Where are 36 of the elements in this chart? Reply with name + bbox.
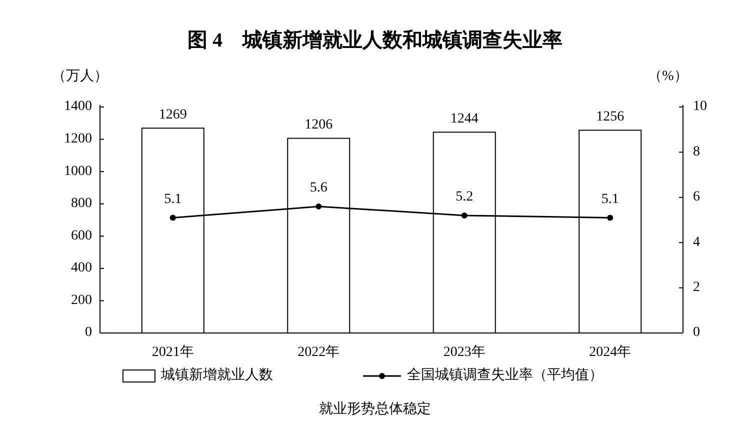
y-axis-title: （万人） — [52, 68, 108, 84]
y-tick-label: 1000 — [64, 164, 92, 179]
x-tick-label: 2021年 — [152, 344, 194, 360]
point — [316, 203, 322, 210]
y2-tick-label: 0 — [693, 325, 700, 340]
y-tick-label: 0 — [85, 325, 92, 340]
y-tick-label: 800 — [71, 196, 92, 212]
y-tick-label: 600 — [71, 228, 92, 244]
point — [170, 214, 176, 221]
chart-title: 图 4 城镇新增就业人数和城镇调查失业率 — [188, 28, 562, 52]
text: 就业形势总体稳定 — [319, 401, 431, 418]
data-label: 5.1 — [601, 192, 619, 207]
data-label: 5.1 — [164, 192, 182, 207]
data-label: 1244 — [450, 111, 478, 126]
legend-label: 全国城镇调查失业率（平均值） — [407, 367, 603, 384]
data-label: 1269 — [158, 107, 187, 122]
x-tick-label: 2022年 — [298, 344, 340, 360]
data-label: 1256 — [596, 109, 624, 124]
y2-tick-label: 10 — [693, 99, 707, 114]
point — [607, 214, 614, 221]
y2-tick-label: 6 — [693, 190, 700, 205]
y-tick-label: 400 — [71, 260, 92, 276]
y2-tick-label: 2 — [693, 280, 700, 296]
y-tick-label: 1400 — [64, 99, 92, 114]
x-tick-label: 2023年 — [443, 344, 486, 360]
y2-tick-label: 8 — [693, 144, 700, 160]
data-label: 5.2 — [456, 190, 474, 205]
data-label: 1206 — [304, 118, 333, 133]
y2-tick-label: 4 — [693, 234, 700, 250]
x-tick-label: 2024年 — [589, 344, 632, 360]
data-label: 5.6 — [310, 180, 328, 196]
legend-label: 城镇新增就业人数 — [160, 367, 273, 384]
y-tick-label: 200 — [71, 292, 92, 308]
point — [461, 212, 468, 218]
y-tick-label: 1200 — [64, 132, 92, 147]
y2-axis-title: （%） — [648, 69, 688, 84]
